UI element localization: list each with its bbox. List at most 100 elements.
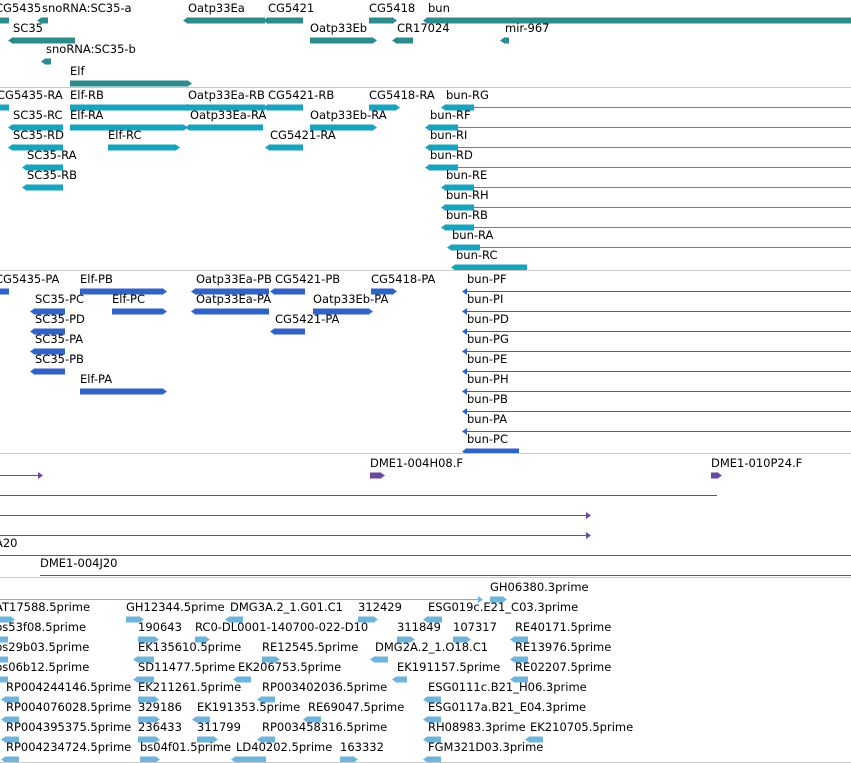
feature-label[interactable]: CG5421-RB bbox=[268, 88, 335, 102]
feature-label[interactable]: SC35 bbox=[13, 21, 43, 35]
feature-glyph[interactable] bbox=[462, 328, 851, 336]
feature-label[interactable]: EK191353.5prime bbox=[197, 700, 301, 714]
feature-label[interactable]: RP004244146.5prime bbox=[6, 680, 132, 694]
feature-label[interactable]: bun-RI bbox=[430, 128, 468, 142]
feature-label[interactable]: ESG0117a.B21_E04.3prime bbox=[428, 700, 587, 714]
feature-label[interactable]: RE02207.5prime bbox=[515, 660, 612, 674]
feature-label[interactable]: RE12545.5prime bbox=[262, 640, 359, 654]
feature-label[interactable]: SC35-PD bbox=[35, 312, 85, 326]
feature-label[interactable]: 190643 bbox=[138, 620, 182, 634]
feature-glyph[interactable] bbox=[30, 348, 71, 356]
feature-label[interactable]: A20 bbox=[0, 536, 18, 550]
feature-label[interactable]: bun-RB bbox=[446, 208, 488, 222]
feature-label[interactable]: Elf-PA bbox=[80, 372, 113, 386]
feature-label[interactable]: Elf bbox=[70, 64, 85, 78]
feature-glyph[interactable] bbox=[462, 288, 851, 296]
feature-glyph[interactable] bbox=[138, 636, 160, 644]
feature-label[interactable]: SD11477.5prime bbox=[138, 660, 236, 674]
feature-glyph[interactable] bbox=[70, 80, 193, 87]
feature-label[interactable]: RE40171.5prime bbox=[515, 620, 612, 634]
feature-label[interactable]: SC35-PC bbox=[35, 292, 85, 306]
feature-label[interactable]: LD40202.5prime bbox=[236, 740, 333, 754]
feature-glyph[interactable] bbox=[425, 124, 851, 132]
feature-label[interactable]: 329186 bbox=[138, 700, 182, 714]
feature-glyph[interactable] bbox=[0, 596, 484, 604]
feature-glyph[interactable] bbox=[41, 58, 57, 66]
feature-label[interactable]: RP004076028.5prime bbox=[6, 700, 132, 714]
feature-glyph[interactable] bbox=[108, 144, 181, 152]
feature-label[interactable]: FGM321D03.3prime bbox=[428, 740, 544, 754]
feature-glyph[interactable] bbox=[490, 596, 508, 604]
feature-label[interactable]: SC35-PA bbox=[35, 332, 84, 346]
feature-glyph[interactable] bbox=[195, 636, 211, 644]
feature-label[interactable]: RP004234724.5prime bbox=[6, 740, 132, 754]
feature-glyph[interactable] bbox=[711, 472, 723, 480]
feature-label[interactable]: bun-PI bbox=[467, 292, 504, 306]
feature-label[interactable]: bs29b03.5prime bbox=[0, 640, 90, 654]
feature-label[interactable]: SC35-RA bbox=[27, 148, 77, 162]
feature-label[interactable]: DME1-010P24.F bbox=[711, 456, 803, 470]
feature-label[interactable]: AT17588.5prime bbox=[0, 600, 91, 614]
feature-glyph[interactable] bbox=[462, 448, 525, 453]
feature-label[interactable]: bun-RD bbox=[430, 148, 473, 162]
feature-glyph[interactable] bbox=[0, 676, 14, 684]
feature-label[interactable]: Elf-PB bbox=[80, 272, 113, 286]
feature-glyph[interactable] bbox=[441, 224, 851, 232]
feature-label[interactable]: bun-PF bbox=[467, 272, 507, 286]
feature-glyph[interactable] bbox=[462, 348, 851, 356]
feature-glyph[interactable] bbox=[423, 756, 447, 763]
feature-label[interactable]: CG5418-PA bbox=[371, 272, 436, 286]
feature-glyph[interactable] bbox=[183, 17, 271, 25]
feature-glyph[interactable] bbox=[257, 696, 281, 704]
feature-label[interactable]: EK206753.5prime bbox=[238, 660, 342, 674]
feature-glyph[interactable] bbox=[112, 308, 168, 316]
feature-label[interactable]: bun-RG bbox=[446, 88, 489, 102]
feature-label[interactable]: 163332 bbox=[340, 740, 384, 754]
feature-label[interactable]: bun-RH bbox=[446, 188, 489, 202]
feature-glyph[interactable] bbox=[270, 328, 311, 336]
feature-glyph[interactable] bbox=[197, 736, 219, 744]
feature-glyph[interactable] bbox=[265, 144, 309, 152]
feature-glyph[interactable] bbox=[370, 472, 386, 480]
feature-glyph[interactable] bbox=[369, 17, 398, 25]
feature-label[interactable]: RH08983.3prime bbox=[428, 720, 526, 734]
feature-label[interactable]: Elf-PC bbox=[112, 292, 145, 306]
feature-glyph[interactable] bbox=[425, 144, 851, 152]
feature-glyph[interactable] bbox=[500, 37, 515, 45]
feature-label[interactable]: EK211261.5prime bbox=[138, 680, 242, 694]
feature-label[interactable]: SC35-PB bbox=[35, 352, 84, 366]
feature-glyph[interactable] bbox=[392, 37, 419, 45]
feature-label[interactable]: CG5435-RA bbox=[0, 88, 63, 102]
feature-label[interactable]: ESG019c.E21_C03.3prime bbox=[428, 600, 579, 614]
feature-label[interactable]: bun-PG bbox=[467, 332, 509, 346]
feature-glyph[interactable] bbox=[0, 472, 44, 480]
feature-label[interactable]: bs06b12.5prime bbox=[0, 660, 90, 674]
feature-label[interactable]: Oatp33Ea bbox=[188, 1, 245, 15]
feature-glyph[interactable] bbox=[185, 124, 269, 132]
feature-glyph[interactable] bbox=[425, 164, 851, 172]
feature-label[interactable]: bun-PD bbox=[467, 312, 509, 326]
feature-label[interactable]: snoRNA:SC35-b bbox=[46, 42, 136, 56]
feature-glyph[interactable] bbox=[0, 17, 15, 25]
feature-label[interactable]: CG5435 bbox=[0, 1, 42, 15]
feature-label[interactable]: bun-PE bbox=[467, 352, 508, 366]
feature-glyph[interactable] bbox=[126, 616, 145, 624]
feature-glyph[interactable] bbox=[510, 636, 534, 644]
feature-glyph[interactable] bbox=[340, 756, 359, 763]
feature-label[interactable]: bun bbox=[428, 1, 450, 15]
feature-glyph[interactable] bbox=[1, 756, 25, 763]
feature-label[interactable]: RE13976.5prime bbox=[515, 640, 612, 654]
feature-glyph[interactable] bbox=[462, 428, 851, 436]
feature-glyph[interactable] bbox=[462, 388, 851, 396]
feature-glyph[interactable] bbox=[183, 104, 271, 112]
feature-glyph[interactable] bbox=[313, 308, 374, 316]
feature-glyph[interactable] bbox=[133, 676, 160, 684]
feature-label[interactable]: Oatp33Ea-RA bbox=[190, 108, 267, 122]
feature-glyph[interactable] bbox=[263, 17, 309, 25]
feature-glyph[interactable] bbox=[423, 716, 447, 724]
feature-label[interactable]: 311849 bbox=[397, 620, 441, 634]
feature-glyph[interactable] bbox=[310, 37, 378, 45]
feature-label[interactable]: CG5418-RA bbox=[369, 88, 435, 102]
feature-label[interactable]: EK210705.5prime bbox=[530, 720, 634, 734]
feature-label[interactable]: Elf-RB bbox=[70, 88, 104, 102]
